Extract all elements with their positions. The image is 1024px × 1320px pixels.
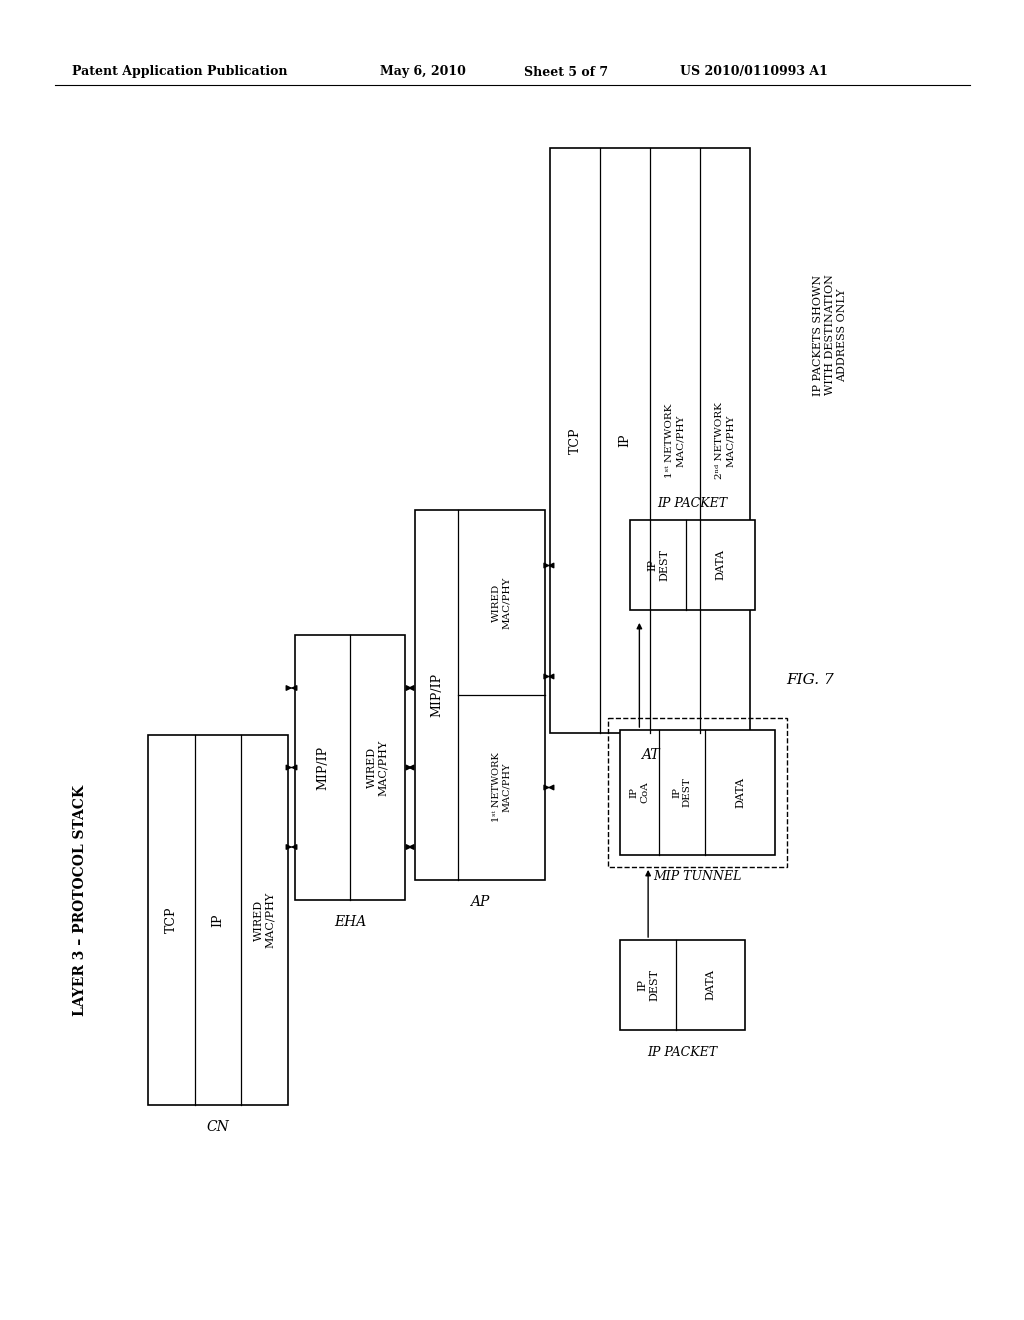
Text: 1ˢᵗ NETWORK
MAC/PHY: 1ˢᵗ NETWORK MAC/PHY (492, 752, 511, 822)
Text: IP: IP (618, 434, 632, 447)
Text: CN: CN (207, 1119, 229, 1134)
Text: WIRED
MAC/PHY: WIRED MAC/PHY (492, 577, 511, 628)
Text: WIRED
MAC/PHY: WIRED MAC/PHY (367, 739, 388, 796)
Text: DATA: DATA (706, 969, 716, 1001)
Bar (630, 520, 755, 610)
Text: EHA: EHA (334, 915, 367, 929)
Text: IP
DEST: IP DEST (637, 969, 658, 1001)
Text: MIP TUNNEL: MIP TUNNEL (653, 870, 741, 883)
Text: IP
DEST: IP DEST (647, 549, 669, 581)
Text: IP PACKETS SHOWN
WITH DESTINATION
ADDRESS ONLY: IP PACKETS SHOWN WITH DESTINATION ADDRES… (813, 275, 847, 396)
Bar (295, 635, 406, 900)
Text: AP: AP (470, 895, 489, 909)
Text: Sheet 5 of 7: Sheet 5 of 7 (524, 66, 608, 78)
Text: 2ⁿᵈ NETWORK
MAC/PHY: 2ⁿᵈ NETWORK MAC/PHY (716, 403, 734, 479)
Text: 1ˢᵗ NETWORK
MAC/PHY: 1ˢᵗ NETWORK MAC/PHY (666, 404, 685, 478)
Text: IP PACKET: IP PACKET (647, 1045, 718, 1059)
Bar (415, 510, 545, 880)
Text: IP
CoA: IP CoA (630, 781, 649, 804)
Bar (608, 718, 787, 867)
Bar (620, 940, 745, 1030)
Text: TCP: TCP (165, 907, 178, 933)
Text: AT: AT (641, 748, 659, 762)
Text: WIRED
MAC/PHY: WIRED MAC/PHY (254, 892, 275, 948)
Text: LAYER 3 – PROTOCOL STACK: LAYER 3 – PROTOCOL STACK (73, 784, 87, 1015)
Text: May 6, 2010: May 6, 2010 (380, 66, 466, 78)
Bar (550, 148, 750, 733)
Text: IP: IP (212, 913, 224, 927)
Bar (148, 735, 288, 1105)
Text: TCP: TCP (568, 428, 582, 454)
Bar (620, 730, 775, 855)
Text: FIG. 7: FIG. 7 (786, 673, 834, 686)
Text: MIP/IP: MIP/IP (430, 673, 443, 717)
Text: IP
DEST: IP DEST (673, 777, 691, 808)
Text: IP PACKET: IP PACKET (657, 498, 728, 510)
Text: Patent Application Publication: Patent Application Publication (72, 66, 288, 78)
Text: US 2010/0110993 A1: US 2010/0110993 A1 (680, 66, 827, 78)
Text: DATA: DATA (735, 777, 745, 808)
Text: MIP/IP: MIP/IP (316, 746, 329, 789)
Text: DATA: DATA (716, 549, 726, 581)
